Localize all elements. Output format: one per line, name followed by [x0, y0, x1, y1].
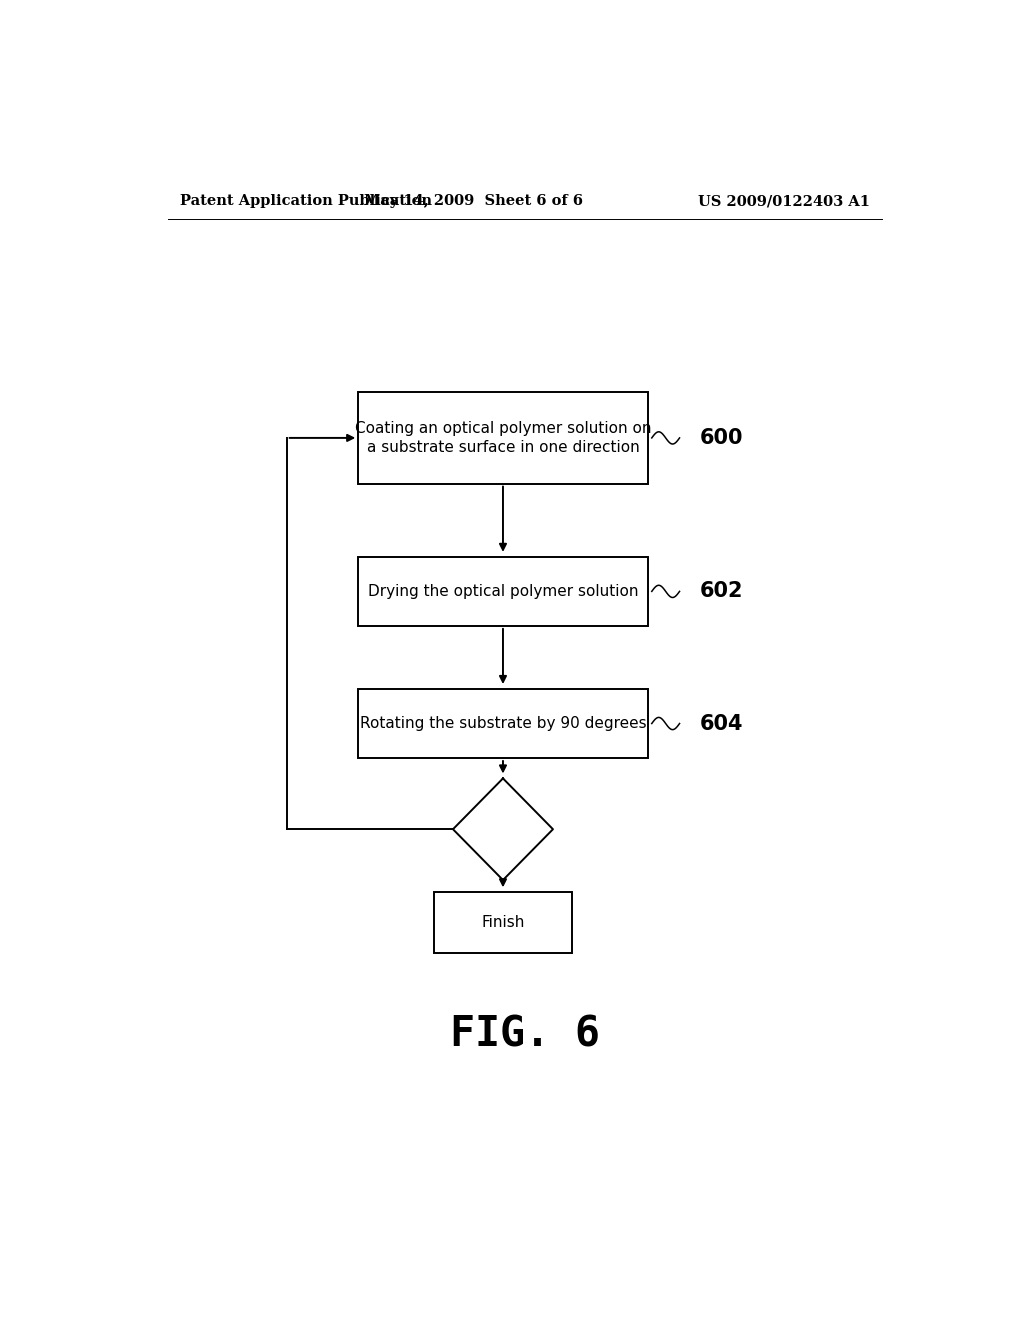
Bar: [358, 557, 648, 626]
Text: 604: 604: [699, 714, 742, 734]
Text: FIG. 6: FIG. 6: [450, 1014, 600, 1056]
Text: Finish: Finish: [481, 915, 524, 931]
Bar: [358, 392, 648, 483]
Text: Rotating the substrate by 90 degrees: Rotating the substrate by 90 degrees: [359, 715, 646, 731]
Text: Patent Application Publication: Patent Application Publication: [179, 194, 431, 209]
Text: US 2009/0122403 A1: US 2009/0122403 A1: [698, 194, 870, 209]
Text: Coating an optical polymer solution on
a substrate surface in one direction: Coating an optical polymer solution on a…: [354, 421, 651, 455]
Text: May 14, 2009  Sheet 6 of 6: May 14, 2009 Sheet 6 of 6: [364, 194, 583, 209]
Text: 602: 602: [699, 581, 742, 602]
Bar: [358, 689, 648, 758]
Text: Drying the optical polymer solution: Drying the optical polymer solution: [368, 583, 638, 599]
Bar: [433, 892, 572, 953]
Text: 600: 600: [699, 428, 742, 447]
